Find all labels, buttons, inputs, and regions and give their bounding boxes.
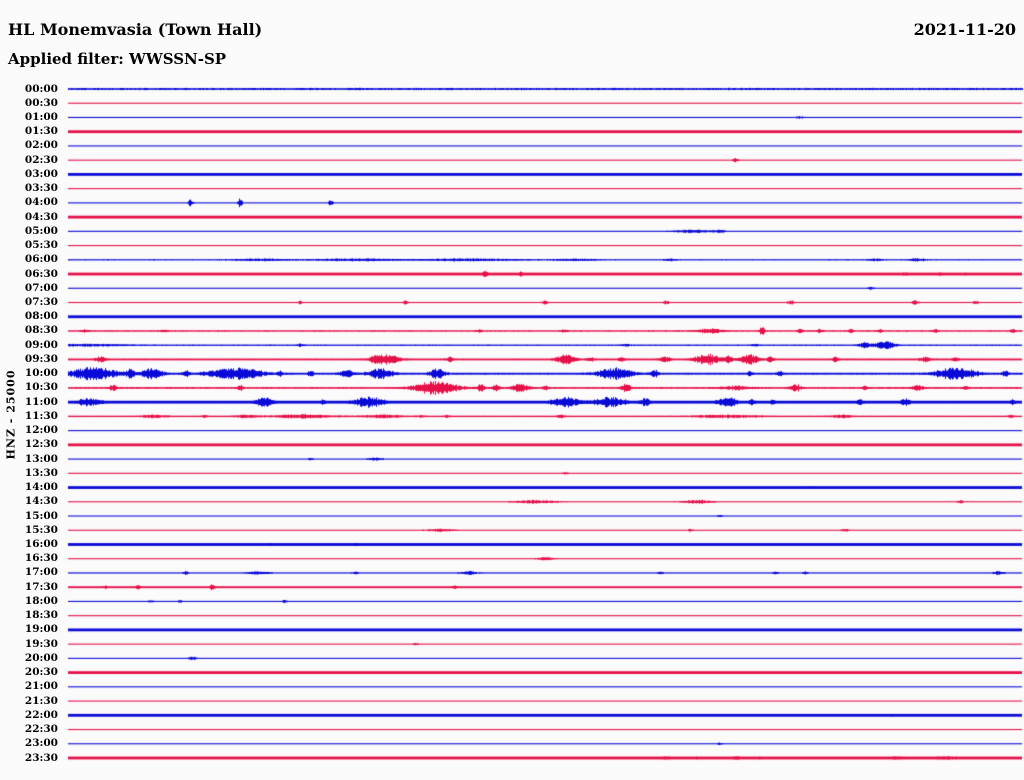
time-label: 01:30 — [24, 125, 58, 138]
time-label: 18:00 — [24, 594, 58, 607]
time-label: 03:30 — [24, 182, 58, 195]
time-label: 09:30 — [24, 352, 58, 365]
time-label: 13:30 — [24, 466, 58, 479]
time-label: 22:30 — [24, 723, 58, 736]
time-label: 08:00 — [24, 310, 58, 323]
time-label: 01:00 — [24, 110, 58, 123]
time-label: 22:00 — [24, 708, 58, 721]
time-axis: 00:00 00:30 01:00 01:30 02:00 02:30 03:00 03:30… — [0, 0, 60, 780]
time-label: 17:30 — [24, 580, 58, 593]
time-label: 05:30 — [24, 239, 58, 252]
time-label: 06:30 — [24, 267, 58, 280]
time-label: 23:30 — [24, 751, 58, 764]
time-label: 10:00 — [24, 367, 58, 380]
time-label: 20:30 — [24, 666, 58, 679]
time-label: 05:00 — [24, 224, 58, 237]
time-label: 23:00 — [24, 737, 58, 750]
time-label: 17:00 — [24, 566, 58, 579]
time-label: 21:00 — [24, 680, 58, 693]
time-label: 11:00 — [24, 395, 58, 408]
time-label: 16:30 — [24, 552, 58, 565]
time-label: 15:00 — [24, 509, 58, 522]
time-label: 14:00 — [24, 481, 58, 494]
time-label: 09:00 — [24, 338, 58, 351]
time-label: 14:30 — [24, 495, 58, 508]
time-label: 20:00 — [24, 651, 58, 664]
time-label: 03:00 — [24, 167, 58, 180]
time-label: 00:00 — [24, 82, 58, 95]
time-label: 02:00 — [24, 139, 58, 152]
time-label: 16:00 — [24, 537, 58, 550]
time-label: 12:00 — [24, 424, 58, 437]
time-label: 11:30 — [24, 409, 58, 422]
time-label: 19:30 — [24, 637, 58, 650]
time-label: 08:30 — [24, 324, 58, 337]
time-label: 07:00 — [24, 281, 58, 294]
time-label: 18:30 — [24, 609, 58, 622]
time-label: 13:00 — [24, 452, 58, 465]
time-label: 04:30 — [24, 210, 58, 223]
time-label: 12:30 — [24, 438, 58, 451]
time-label: 21:30 — [24, 694, 58, 707]
time-label: 15:30 — [24, 523, 58, 536]
time-label: 04:00 — [24, 196, 58, 209]
time-label: 00:30 — [24, 96, 58, 109]
time-label: 02:30 — [24, 153, 58, 166]
time-label: 10:30 — [24, 381, 58, 394]
time-label: 19:00 — [24, 623, 58, 636]
time-label: 06:00 — [24, 253, 58, 266]
time-label: 07:30 — [24, 296, 58, 308]
